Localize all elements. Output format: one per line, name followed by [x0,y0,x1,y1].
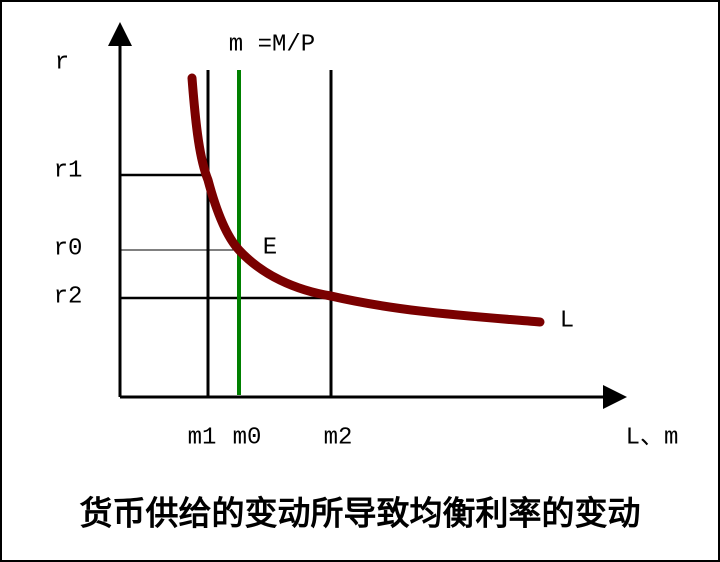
r-label: r1 [54,157,83,184]
y-arrow [108,22,132,46]
x-arrow [603,385,627,409]
supply-label: m =M/P [229,31,315,58]
demand-curve [187,73,545,327]
caption: 货币供给的变动所导致均衡利率的变动 [80,494,641,533]
m-label: m2 [324,424,353,451]
r-label: r2 [54,283,83,310]
x-label: L、m [626,424,679,451]
m-label: m1 [188,424,217,451]
m-label: m0 [233,424,262,451]
y-label: r [55,49,69,76]
equilibrium-label: E [263,234,277,261]
r-label: r0 [54,235,83,262]
demand-label: L [560,307,574,334]
